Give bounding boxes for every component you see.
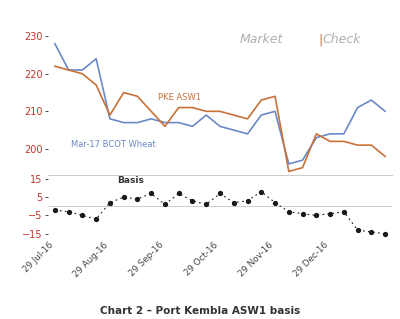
Text: Market: Market <box>240 33 283 47</box>
Text: Chart 2 – Port Kembla ASW1 basis: Chart 2 – Port Kembla ASW1 basis <box>100 306 300 316</box>
Text: Check: Check <box>322 33 360 47</box>
Text: Basis: Basis <box>117 176 144 185</box>
Text: Mar-17 BCOT Wheat: Mar-17 BCOT Wheat <box>71 140 156 149</box>
Text: |: | <box>318 33 322 47</box>
Text: PKE ASW1: PKE ASW1 <box>158 93 201 102</box>
